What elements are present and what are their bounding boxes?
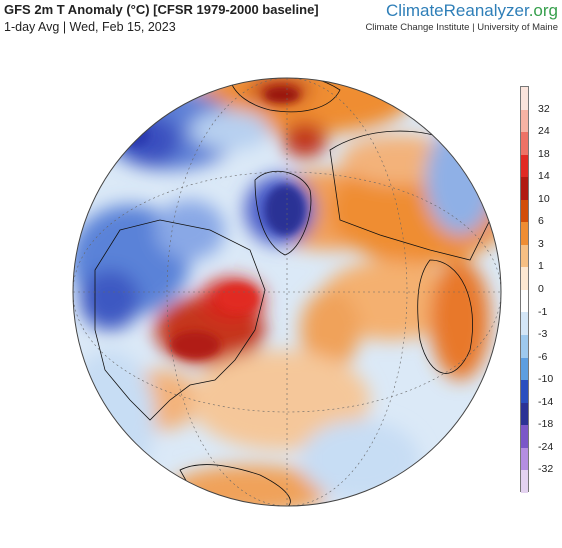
legend-label: -18 [538,418,554,431]
legend-swatch [521,244,528,268]
legend-label: 1 [538,260,544,273]
legend-colorbar [520,86,529,493]
legend-label: 6 [538,215,544,228]
legend-swatch [521,402,528,426]
brand-block: ClimateReanalyzer.org Climate Change Ins… [365,1,558,33]
color-legend: 32 24 18 14 10 6 3 1 0 -1 -3 -6 -10 -14 -18 -24 -32 [520,86,562,494]
legend-swatch [521,132,528,155]
legend-swatch [521,380,528,403]
legend-swatch [521,109,528,133]
brand-name-main: ClimateReanalyzer [386,1,529,20]
coastlines [94,78,491,506]
legend-label: 32 [538,102,550,115]
legend-label: 10 [538,192,550,205]
brand-name-domain: .org [528,1,558,20]
legend-swatch [521,177,528,200]
legend-label: -1 [538,305,548,318]
globe-outline [72,77,502,507]
legend-swatch [521,470,528,493]
legend-label: -6 [538,350,548,363]
legend-swatch [521,267,528,290]
map-subtitle: 1-day Avg | Wed, Feb 15, 2023 [4,20,176,34]
legend-label: 0 [538,283,544,295]
brand-logo[interactable]: ClimateReanalyzer.org [365,1,558,21]
legend-swatch [521,154,528,178]
legend-swatch [521,447,528,471]
legend-label: -24 [538,440,554,453]
legend-swatch [521,357,528,381]
legend-label: -32 [538,463,554,476]
map-title: GFS 2m T Anomaly (°C) [CFSR 1979-2000 ba… [4,2,319,17]
legend-label: 3 [538,237,544,250]
legend-swatch [521,87,528,110]
legend-swatch [521,222,528,245]
legend-swatch [521,199,528,223]
legend-label: 18 [538,147,550,160]
legend-label: 24 [538,125,550,138]
graticule [73,78,501,506]
legend-label: -3 [538,328,548,341]
legend-swatch [521,425,528,448]
legend-label: -14 [538,395,554,408]
legend-swatch [521,312,528,336]
legend-swatch [521,335,528,358]
legend-swatch [521,289,528,313]
brand-tagline: Climate Change Institute | University of… [365,22,558,33]
legend-label: -10 [538,373,554,386]
legend-label: 14 [538,170,550,183]
